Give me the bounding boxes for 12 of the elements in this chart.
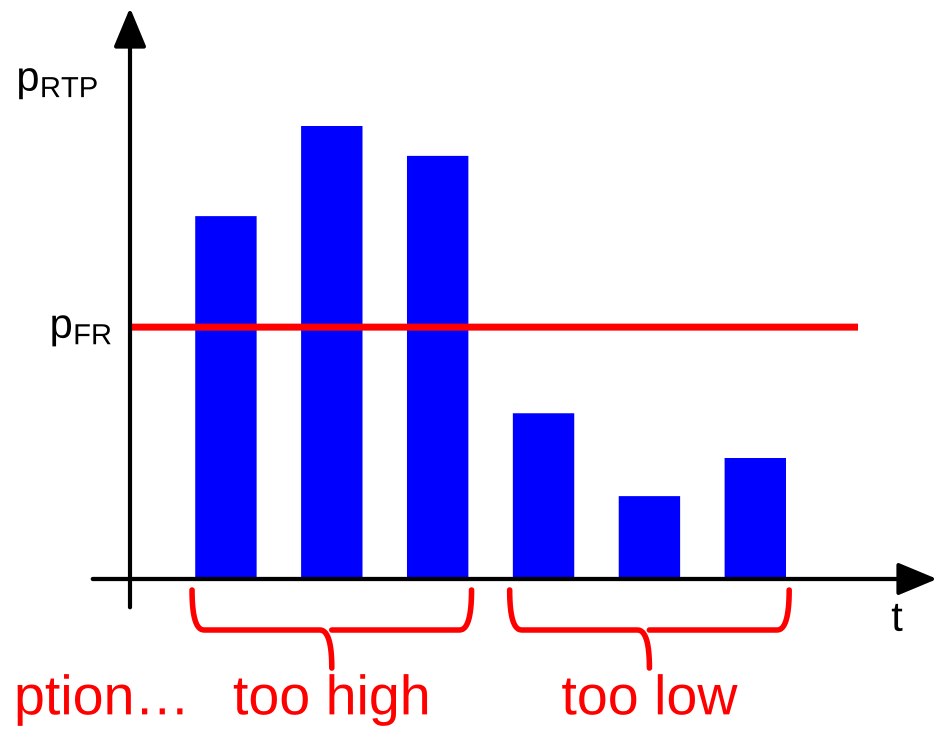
y-axis-title: p$_{RTP}$	[19, 68, 97, 100]
bar	[512, 413, 574, 579]
bar	[406, 156, 468, 579]
bar	[301, 126, 363, 579]
bar	[195, 216, 257, 579]
text: ption…	[18, 674, 182, 726]
text: too low	[562, 674, 738, 715]
x-axis-title: t	[892, 604, 902, 632]
bar	[618, 496, 680, 579]
text: too high	[234, 674, 428, 726]
ref-line-label: p$_{FR}$	[52, 315, 111, 346]
bar	[724, 458, 786, 579]
